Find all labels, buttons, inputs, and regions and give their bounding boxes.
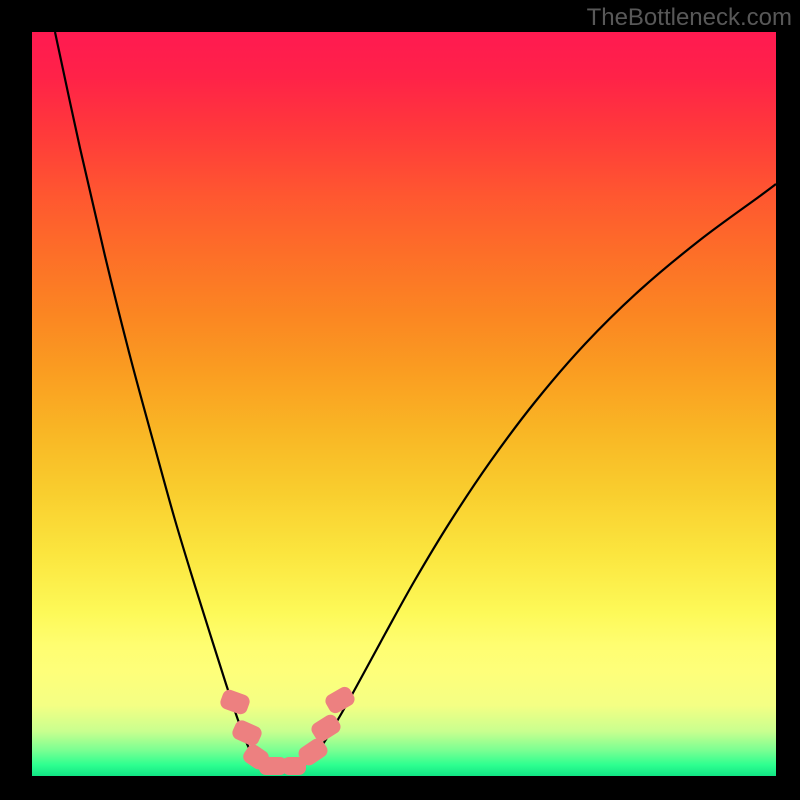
bottleneck-chart <box>0 0 800 800</box>
watermark-text: TheBottleneck.com <box>587 4 792 32</box>
